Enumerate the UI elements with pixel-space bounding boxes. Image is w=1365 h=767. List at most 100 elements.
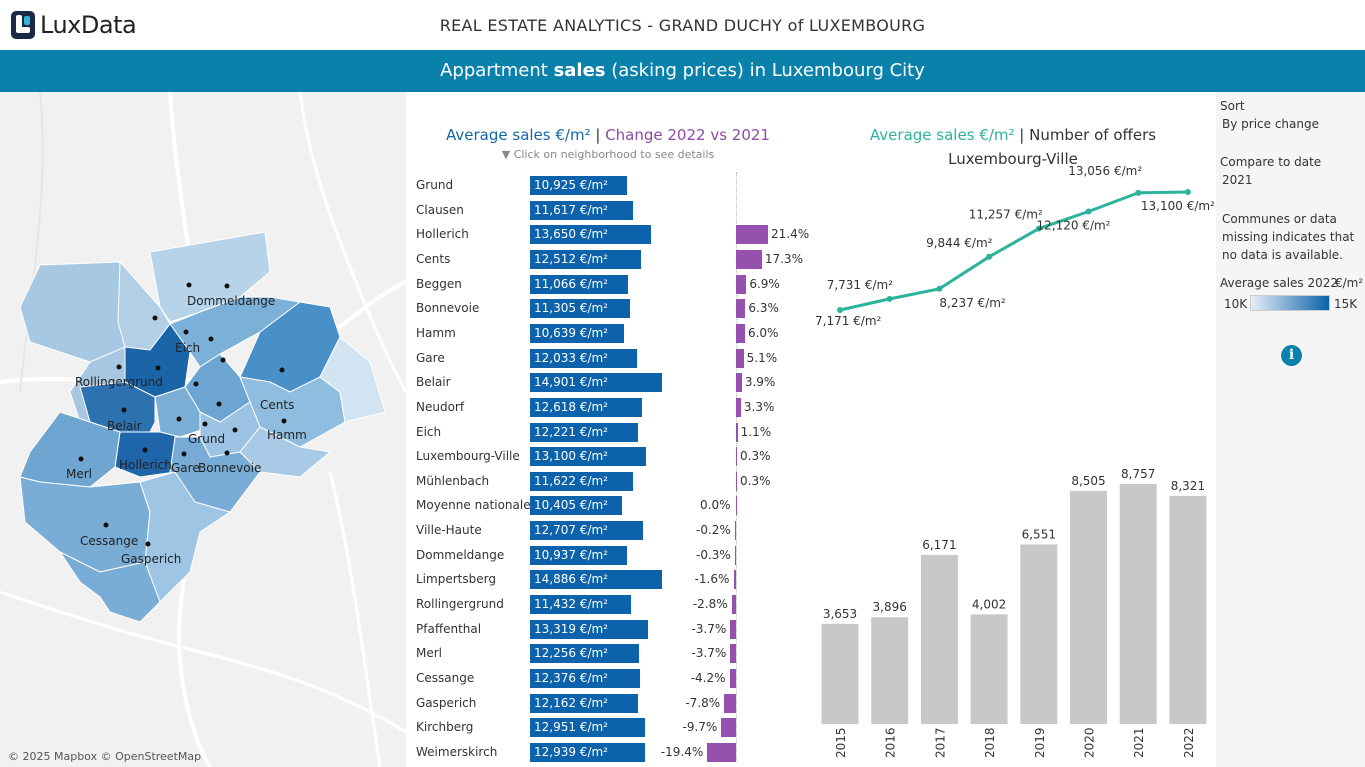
change-bar[interactable] <box>736 496 737 516</box>
neighborhood-row[interactable]: Rollingergrund 11,432 €/m² -2.8% <box>406 593 810 617</box>
change-bar[interactable] <box>736 422 738 442</box>
sort-select[interactable]: By price change <box>1222 117 1319 131</box>
neighborhood-row[interactable]: Belair 14,901 €/m² 3.9% <box>406 371 810 395</box>
map-attribution[interactable]: © 2025 Mapbox © OpenStreetMap <box>8 750 202 763</box>
price-bar[interactable] <box>530 274 629 294</box>
neighborhood-chart-header: Average sales €/m² | Change 2022 vs 2021 <box>406 126 810 144</box>
compare-select[interactable]: 2021 <box>1222 173 1253 187</box>
change-bar[interactable] <box>735 545 736 565</box>
year-tick-label: 2018 <box>983 727 997 758</box>
neighborhood-row[interactable]: Hollerich 13,650 €/m² 21.4% <box>406 223 810 247</box>
price-bar[interactable] <box>530 742 645 762</box>
page-banner: Appartment sales (asking prices) in Luxe… <box>0 50 1365 92</box>
change-label: 21.4% <box>771 227 810 242</box>
neighborhood-row[interactable]: Neudorf 12,618 €/m² 3.3% <box>406 396 810 420</box>
neighborhood-row[interactable]: Mühlenbach 11,622 €/m² 0.3% <box>406 470 810 494</box>
neighborhood-name: Bonnevoie <box>416 301 480 316</box>
price-bar[interactable] <box>530 422 639 442</box>
neighborhood-row[interactable]: Pfaffenthal 13,319 €/m² -3.7% <box>406 618 810 642</box>
neighborhood-row[interactable]: Bonnevoie 11,305 €/m² 6.3% <box>406 297 810 321</box>
change-bar[interactable] <box>735 521 736 541</box>
neighborhood-row[interactable]: Clausen 11,617 €/m² <box>406 199 810 223</box>
change-bar[interactable] <box>736 299 746 319</box>
change-label: 0.0% <box>700 498 731 513</box>
price-bar[interactable] <box>530 644 639 664</box>
price-label: 12,951 €/m² <box>534 720 608 735</box>
price-bar[interactable] <box>530 718 645 738</box>
change-bar[interactable] <box>724 693 736 713</box>
neighborhood-row[interactable]: Gare 12,033 €/m² 5.1% <box>406 347 810 371</box>
neighborhood-row[interactable]: Kirchberg 12,951 €/m² -9.7% <box>406 716 810 740</box>
neighborhood-row[interactable]: Eich 12,221 €/m² 1.1% <box>406 421 810 445</box>
change-bar[interactable] <box>736 373 742 393</box>
price-bar[interactable] <box>530 176 627 195</box>
neighborhood-row[interactable]: Moyenne nationale 10,405 €/m² 0.0% <box>406 494 810 518</box>
price-bar[interactable] <box>530 200 633 220</box>
price-bar[interactable] <box>530 521 643 541</box>
price-bar[interactable] <box>530 249 641 269</box>
change-bar[interactable] <box>736 471 737 491</box>
change-bar[interactable] <box>730 644 736 664</box>
change-label: 1.1% <box>740 424 772 439</box>
neighborhood-name: Clausen <box>416 202 464 217</box>
change-bar[interactable] <box>729 669 736 688</box>
change-bar[interactable] <box>706 742 736 762</box>
price-bar[interactable] <box>530 496 623 516</box>
neighborhood-row[interactable]: Gasperich 12,162 €/m² -7.8% <box>406 692 810 716</box>
year-tick-label: 2017 <box>933 727 947 758</box>
price-trend-point <box>986 253 993 260</box>
change-bar[interactable] <box>736 323 745 343</box>
price-trend-point <box>837 307 843 313</box>
trend-header-offers: Number of offers <box>1029 126 1157 144</box>
neighborhood-row[interactable]: Luxembourg-Ville 13,100 €/m² 0.3% <box>406 445 810 469</box>
change-bar[interactable] <box>736 249 762 269</box>
neighborhood-row[interactable]: Limpertsberg 14,886 €/m² -1.6% <box>406 568 810 592</box>
neighborhood-row[interactable]: Ville-Haute 12,707 €/m² -0.2% <box>406 519 810 543</box>
offers-bar <box>970 614 1008 724</box>
price-bar[interactable] <box>530 447 647 467</box>
info-icon[interactable]: i <box>1281 345 1302 366</box>
map-canvas[interactable] <box>0 92 406 767</box>
price-bar[interactable] <box>530 545 627 565</box>
price-bar[interactable] <box>530 225 651 245</box>
price-bar[interactable] <box>530 348 637 368</box>
price-bar[interactable] <box>530 323 625 343</box>
change-bar[interactable] <box>736 225 768 245</box>
price-bar[interactable] <box>530 693 638 713</box>
neighborhood-row[interactable]: Weimerskirch 12,939 €/m² -19.4% <box>406 741 810 765</box>
neighborhood-row[interactable]: Cessange 12,376 €/m² -4.2% <box>406 667 810 691</box>
neighborhood-name: Moyenne nationale <box>416 498 531 513</box>
price-bar[interactable] <box>530 570 662 590</box>
price-bar[interactable] <box>530 619 648 639</box>
change-bar[interactable] <box>730 619 736 639</box>
price-bar[interactable] <box>530 397 642 417</box>
map-label-hamm: Hamm <box>267 428 307 442</box>
price-bar[interactable] <box>530 373 662 393</box>
neighborhood-row[interactable]: Dommeldange 10,937 €/m² -0.3% <box>406 544 810 568</box>
change-label: 6.3% <box>748 301 779 316</box>
legend-max: 15K <box>1334 297 1358 311</box>
price-bar[interactable] <box>530 471 633 491</box>
neighborhood-name: Kirchberg <box>416 720 474 735</box>
price-bar[interactable] <box>530 299 631 319</box>
change-bar[interactable] <box>736 447 737 467</box>
change-bar[interactable] <box>731 595 736 615</box>
neighborhood-row[interactable]: Beggen 11,066 €/m² 6.9% <box>406 273 810 297</box>
price-bar[interactable] <box>530 595 632 615</box>
change-bar[interactable] <box>721 718 736 738</box>
price-bar[interactable] <box>530 669 640 688</box>
change-bar[interactable] <box>736 397 741 417</box>
luxdata-logo[interactable]: LuxData <box>10 9 137 41</box>
trend-chart-header: Average sales €/m² | Number of offers <box>810 126 1216 144</box>
price-label: 11,305 €/m² <box>534 301 608 316</box>
banner-text-post: (asking prices) in Luxembourg City <box>605 60 925 81</box>
neighborhood-row[interactable]: Grund 10,925 €/m² <box>406 174 810 198</box>
neighborhood-row[interactable]: Hamm 10,639 €/m² 6.0% <box>406 322 810 346</box>
change-bar[interactable] <box>733 570 736 590</box>
change-bar[interactable] <box>736 348 744 368</box>
neighborhood-row[interactable]: Merl 12,256 €/m² -3.7% <box>406 642 810 666</box>
year-tick-label: 2016 <box>884 727 898 758</box>
neighborhood-row[interactable]: Cents 12,512 €/m² 17.3% <box>406 248 810 272</box>
neighborhood-map[interactable]: Dommeldange Eich Rollingergrund Cents Be… <box>0 92 406 767</box>
change-bar[interactable] <box>736 274 747 294</box>
